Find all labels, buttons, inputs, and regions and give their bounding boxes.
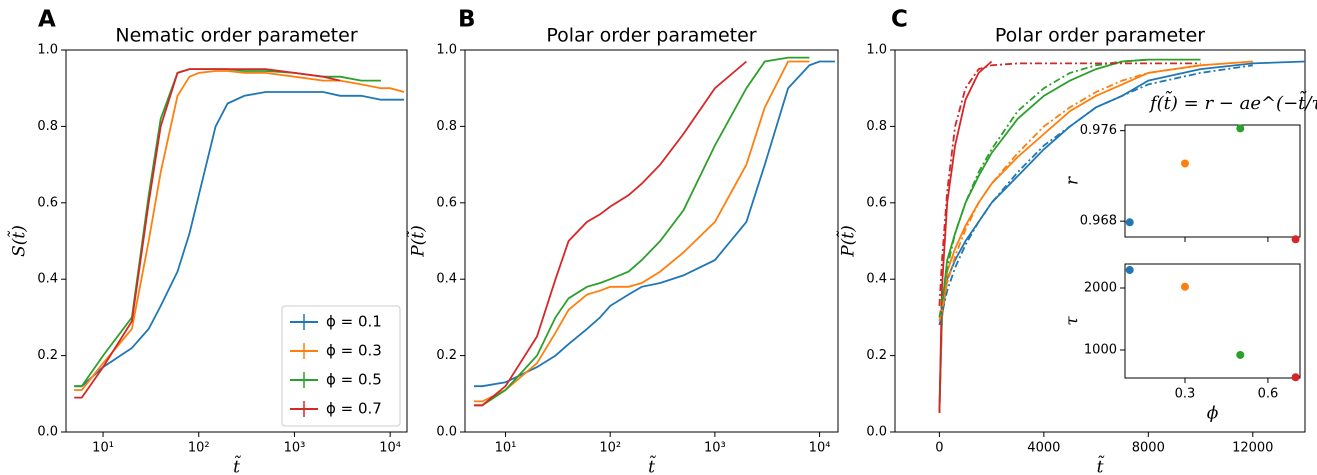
x-tick-label: 0 xyxy=(935,441,943,456)
point xyxy=(1125,266,1134,275)
point xyxy=(1236,124,1245,133)
y-tick-label: 0.0 xyxy=(436,425,457,440)
y-tick-label: 1.0 xyxy=(37,43,58,58)
y-tick-label: 0.4 xyxy=(37,272,58,287)
series-line xyxy=(74,70,405,391)
y-tick-label: 0.4 xyxy=(866,272,887,287)
y-tick-label: 0.2 xyxy=(436,348,457,363)
plot-frame xyxy=(1124,263,1301,379)
y-tick-label: 1.0 xyxy=(866,43,887,58)
series-line xyxy=(938,62,1201,306)
point xyxy=(1236,350,1245,359)
x-tick-label: 10⁴ xyxy=(379,441,401,456)
x-tick-label: 10³ xyxy=(704,441,726,456)
y-tick-label: 0.8 xyxy=(37,119,58,134)
x-tick-label: 10¹ xyxy=(92,441,114,456)
x-tick-label: 8000 xyxy=(1132,441,1165,456)
x-tick-label: 10² xyxy=(188,441,210,456)
x-tick-label: 12000 xyxy=(1232,441,1273,456)
series-line xyxy=(938,60,993,413)
y-tick-label: 0.4 xyxy=(436,272,457,287)
plot-frame xyxy=(1124,124,1301,238)
y-tick-label: 0.0 xyxy=(866,425,887,440)
x-tick-label: 10³ xyxy=(284,441,306,456)
series-line xyxy=(938,60,1306,413)
y-tick-label: 0.8 xyxy=(866,119,887,134)
y-tick-label: 0.6 xyxy=(37,195,58,210)
y-tick-label: 0.8 xyxy=(436,119,457,134)
point xyxy=(1125,218,1134,227)
series-line xyxy=(474,60,747,407)
point xyxy=(1180,282,1189,291)
y-tick-label: 0.0 xyxy=(37,425,58,440)
point xyxy=(1291,373,1300,382)
x-tick-label: 10² xyxy=(599,441,621,456)
legend-label: ϕ = 0.7 xyxy=(326,400,382,418)
y-axis-label: P(t̃) xyxy=(837,225,859,258)
fit-formula: f(t̃) = r − ae^(−t̃/τ) xyxy=(1148,91,1317,114)
x-axis-label: t̃ xyxy=(233,456,241,475)
x-axis-label: ϕ xyxy=(1207,404,1219,424)
legend-box xyxy=(281,305,401,427)
y-tick-label: 1000 xyxy=(1084,342,1117,357)
x-tick-label: 10¹ xyxy=(495,441,517,456)
series-line xyxy=(74,91,405,388)
y-tick-label: 0.6 xyxy=(436,195,457,210)
y-tick-label: 2000 xyxy=(1084,280,1117,295)
point xyxy=(1291,235,1300,244)
x-tick-label: 0.6 xyxy=(1258,387,1279,402)
x-tick-label: 0.3 xyxy=(1175,387,1196,402)
y-axis-label: P(t̃) xyxy=(407,225,429,258)
series-line xyxy=(474,60,835,388)
panel-label: C xyxy=(891,7,908,33)
panel-label: A xyxy=(38,7,56,33)
series-line xyxy=(74,68,341,399)
y-axis-label: r xyxy=(1063,176,1083,185)
legend-label: ϕ = 0.1 xyxy=(326,313,382,331)
y-tick-label: 0.2 xyxy=(866,348,887,363)
y-axis-label: τ xyxy=(1063,316,1083,326)
series-line xyxy=(474,60,810,403)
series-line xyxy=(938,64,1201,322)
x-tick-label: 4000 xyxy=(1027,441,1060,456)
series-line xyxy=(474,56,810,407)
y-axis-label: S(t̃) xyxy=(8,225,30,257)
point xyxy=(1180,159,1189,168)
x-tick-label: 10⁴ xyxy=(809,441,831,456)
chart-title: Polar order parameter xyxy=(995,25,1205,47)
series-line xyxy=(938,60,1253,413)
series-line xyxy=(938,58,1201,413)
series-line xyxy=(938,58,1149,318)
y-tick-label: 0.6 xyxy=(866,195,887,210)
y-tick-label: 1.0 xyxy=(436,43,457,58)
y-tick-label: 0.2 xyxy=(37,348,58,363)
panel-label: B xyxy=(458,7,476,33)
x-axis-label: t̃ xyxy=(1097,456,1105,475)
legend-label: ϕ = 0.3 xyxy=(326,342,382,360)
x-axis-label: t̃ xyxy=(648,456,656,475)
legend-label: ϕ = 0.5 xyxy=(326,371,382,389)
plot-frame xyxy=(464,49,839,433)
chart-title: Polar order parameter xyxy=(546,25,756,47)
y-tick-label: 0.976 xyxy=(1080,123,1117,138)
chart-title: Nematic order parameter xyxy=(115,25,357,47)
y-tick-label: 0.968 xyxy=(1080,214,1117,229)
